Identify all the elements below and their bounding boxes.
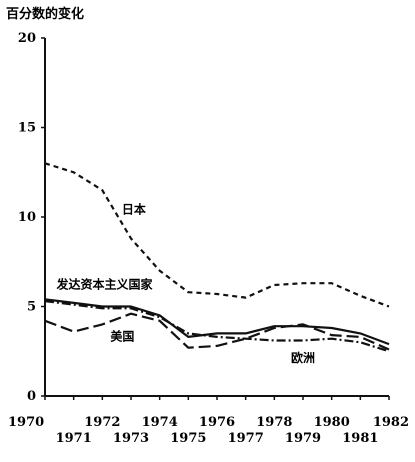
- x-tick-label: 1978: [256, 415, 292, 430]
- series-line-4: [44, 300, 390, 353]
- x-tick-label: 1976: [199, 415, 235, 430]
- y-tick-label: 10: [18, 210, 36, 225]
- x-axis-ticks: 1970 197119721973197419751976197719781979…: [8, 396, 409, 446]
- x-tick-label: 1970: [8, 415, 44, 430]
- x-tick-label: 1972: [84, 415, 120, 430]
- y-axis-title: 百分数的变化: [6, 6, 84, 22]
- series-annotation: 欧洲: [291, 350, 315, 365]
- x-tick-label: 1977: [228, 431, 264, 446]
- series-line-1: [44, 162, 390, 308]
- x-tick-label: 1980: [314, 415, 350, 430]
- y-tick-label: 0: [27, 389, 36, 404]
- x-tick-label: 1975: [170, 431, 206, 446]
- x-tick-label: 1971: [56, 431, 92, 446]
- x-tick-label: 1973: [113, 431, 149, 446]
- x-tick-label: 1979: [285, 431, 321, 446]
- x-tick-label: 1981: [342, 431, 378, 446]
- series-line-2: [44, 298, 390, 346]
- series-annotation: 美国: [110, 329, 134, 344]
- x-tick-label: 1974: [142, 415, 178, 430]
- series-lines: [44, 162, 390, 353]
- y-tick-label: 15: [18, 121, 36, 136]
- series-annotation: 日本: [122, 201, 146, 216]
- series-line-3: [44, 312, 390, 351]
- y-tick-label: 5: [27, 300, 36, 315]
- series-annotation: 发达资本主义国家: [55, 277, 153, 292]
- y-tick-label: 20: [18, 31, 36, 46]
- y-axis-ticks: 0 5 10 15 20: [18, 31, 45, 404]
- x-tick-label: 1982: [373, 415, 409, 430]
